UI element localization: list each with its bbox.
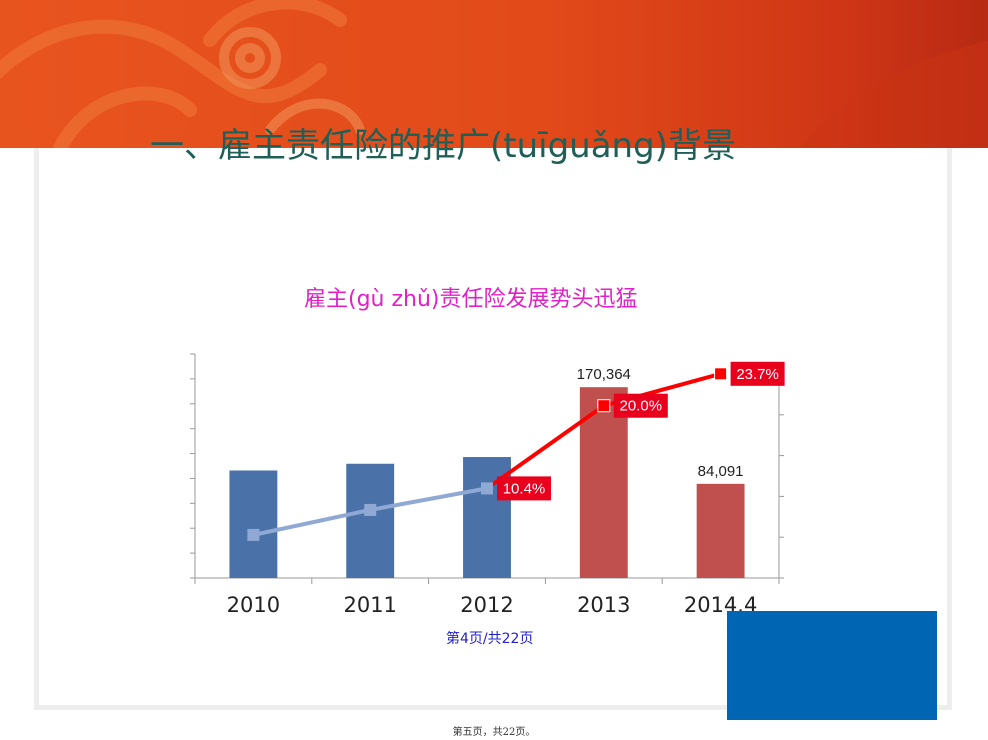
header-banner (0, 0, 988, 148)
x-tick-label: 2012 (460, 593, 513, 617)
bar-2014.4 (696, 483, 745, 578)
growth-marker (597, 399, 611, 413)
growth-marker (247, 528, 260, 541)
growth-marker (364, 503, 377, 516)
bar-value-label: 84,091 (698, 463, 744, 480)
page-indicator: 第4页/共22页 (446, 631, 534, 647)
growth-label-box (613, 393, 668, 418)
bar-2011 (346, 463, 395, 578)
chart-title: 雇主(gù zhǔ)责任险发展势头迅猛 (304, 287, 638, 312)
growth-value-label: 10.4% (503, 480, 546, 497)
growth-value-label: 20.0% (620, 398, 663, 415)
growth-marker (481, 482, 493, 495)
growth-label-box (497, 476, 551, 501)
content-frame (34, 148, 952, 710)
x-tick-label: 2011 (343, 593, 396, 617)
x-tick-label: 2010 (227, 593, 280, 617)
growth-value-label: 23.7% (736, 366, 779, 383)
x-tick-label: 2013 (577, 593, 630, 617)
growth-label-box (730, 361, 785, 386)
slide-title: 一、雇主责任险的推广(tuīguǎng)背景 (150, 126, 736, 166)
slide-footer: 第五页，共22页。 (452, 727, 536, 738)
bar-2010 (229, 470, 278, 578)
swirl-ornament-icon (0, 0, 988, 148)
corner-blue-block (727, 611, 937, 720)
growth-marker (714, 367, 728, 381)
bar-value-label: 170,364 (577, 366, 631, 383)
